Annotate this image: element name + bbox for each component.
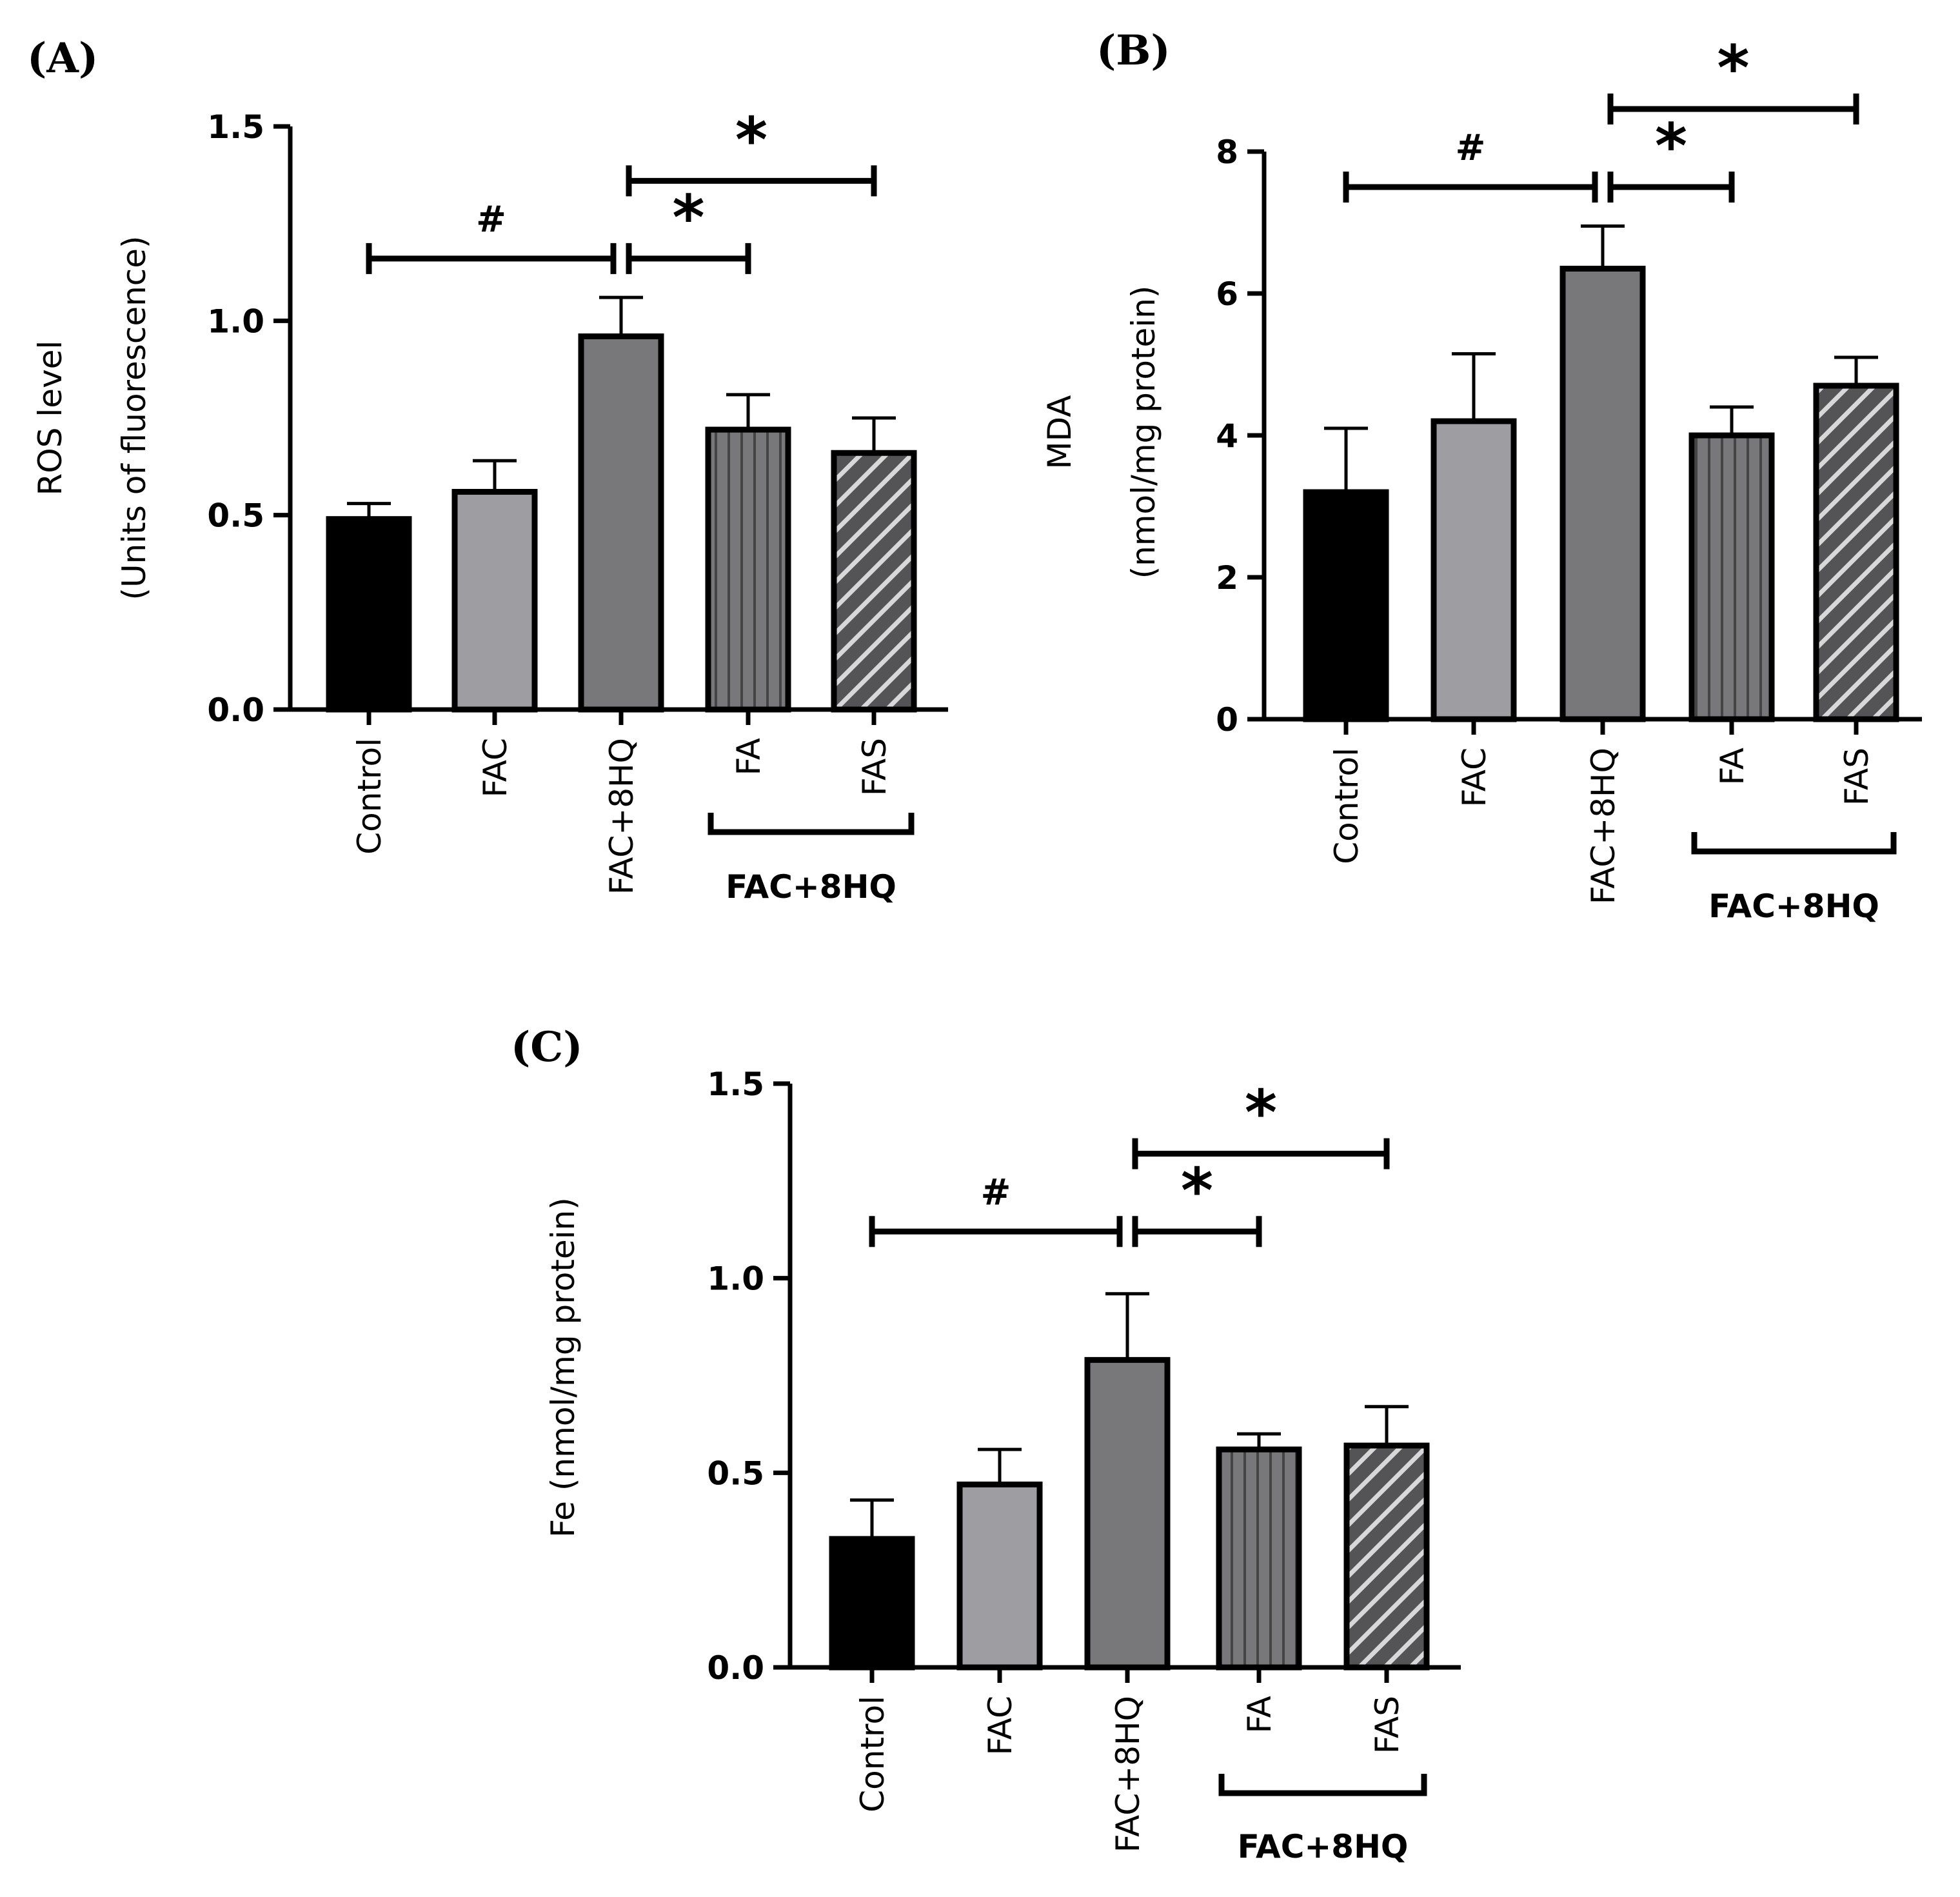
group-bracket xyxy=(1691,832,1897,855)
panel-label: (B) xyxy=(1096,26,1171,75)
bar-fac-8hq xyxy=(1084,1356,1171,1671)
group-bracket-label: FAC+8HQ xyxy=(1238,1828,1409,1865)
bar-fas xyxy=(1343,1442,1430,1671)
x-category-label: Control xyxy=(1328,748,1365,864)
x-category-label: FAS xyxy=(856,738,893,796)
x-category-label: FAC xyxy=(477,738,514,797)
y-tick-label: 0 xyxy=(1216,701,1238,739)
group-bracket xyxy=(1218,1774,1427,1796)
bar-fas xyxy=(831,450,917,713)
significance-star: * xyxy=(735,104,767,176)
significance-hash: # xyxy=(476,199,506,241)
x-category-label: FAS xyxy=(1369,1696,1406,1754)
significance-hash: # xyxy=(981,1171,1011,1213)
x-category-label: FAC+8HQ xyxy=(1109,1696,1147,1852)
x-category-label: FAS xyxy=(1838,748,1876,806)
y-tick-label: 6 xyxy=(1216,275,1238,313)
bar-fa xyxy=(705,426,791,713)
significance-star: * xyxy=(1245,1077,1277,1149)
x-category-label: FAC+8HQ xyxy=(1585,748,1622,904)
panel-a-chart: (A) 0.0 0.5 1.0 1.5 ROS level (Units of fluore… xyxy=(27,34,948,906)
significance-star: * xyxy=(672,182,704,254)
group-bracket xyxy=(708,813,915,835)
x-category-label: FA xyxy=(730,738,767,775)
x-category-label: Control xyxy=(854,1696,891,1813)
x-category-label: Control xyxy=(351,738,388,855)
y-tick-label: 0.5 xyxy=(207,497,264,535)
group-bracket-label: FAC+8HQ xyxy=(1708,888,1879,925)
y-tick-label: 0.0 xyxy=(707,1649,764,1687)
bar-fac-8hq xyxy=(1559,266,1646,722)
group-bracket-label: FAC+8HQ xyxy=(726,868,896,906)
bar-fac xyxy=(1430,418,1517,722)
y-axis-title: Fe (nmol/mg protein) xyxy=(544,1197,582,1538)
y-axis-title: ROS level xyxy=(32,341,69,496)
y-tick-label: 2 xyxy=(1216,559,1238,597)
x-category-label: FAC+8HQ xyxy=(603,738,640,895)
bar-control xyxy=(326,516,412,713)
bar-fa xyxy=(1688,432,1775,722)
bar-fac-8hq xyxy=(578,333,664,713)
y-tick-label: 0.0 xyxy=(207,691,264,729)
panel-label: (A) xyxy=(27,34,98,83)
y-tick-label: 1.5 xyxy=(207,108,264,146)
panel-b-chart: (B) 0 2 4 6 8 MDA (nmol/mg protein) Control FAC FA… xyxy=(1041,26,1922,925)
significance-star: * xyxy=(1181,1155,1213,1227)
significance-star: * xyxy=(1717,32,1749,104)
y-axis-title: (Units of fluorescence) xyxy=(115,235,153,600)
y-tick-label: 8 xyxy=(1216,134,1238,171)
bar-fac xyxy=(956,1481,1043,1671)
x-category-label: FAC xyxy=(1456,748,1493,807)
bar-control xyxy=(829,1536,915,1671)
significance-star: * xyxy=(1655,110,1687,183)
y-axis-title: MDA xyxy=(1041,395,1078,470)
bar-fac xyxy=(451,489,538,713)
y-tick-label: 4 xyxy=(1216,417,1238,455)
panel-label: (C) xyxy=(511,1023,583,1071)
bar-control xyxy=(1303,489,1389,722)
y-tick-label: 1.5 xyxy=(707,1066,764,1103)
x-category-label: FAC xyxy=(982,1696,1019,1755)
significance-hash: # xyxy=(1456,127,1486,169)
bar-fa xyxy=(1216,1446,1302,1671)
y-tick-label: 1.0 xyxy=(207,303,264,340)
y-axis-title: (nmol/mg protein) xyxy=(1125,286,1162,579)
bar-fas xyxy=(1813,382,1899,722)
panel-c-chart: (C) 0.0 0.5 1.0 1.5 Fe (nmol/mg protein) Contr… xyxy=(511,1023,1461,1865)
y-tick-label: 1.0 xyxy=(707,1260,764,1298)
x-category-label: FA xyxy=(1241,1696,1278,1733)
x-category-label: FA xyxy=(1714,748,1751,785)
y-tick-label: 0.5 xyxy=(707,1455,764,1492)
